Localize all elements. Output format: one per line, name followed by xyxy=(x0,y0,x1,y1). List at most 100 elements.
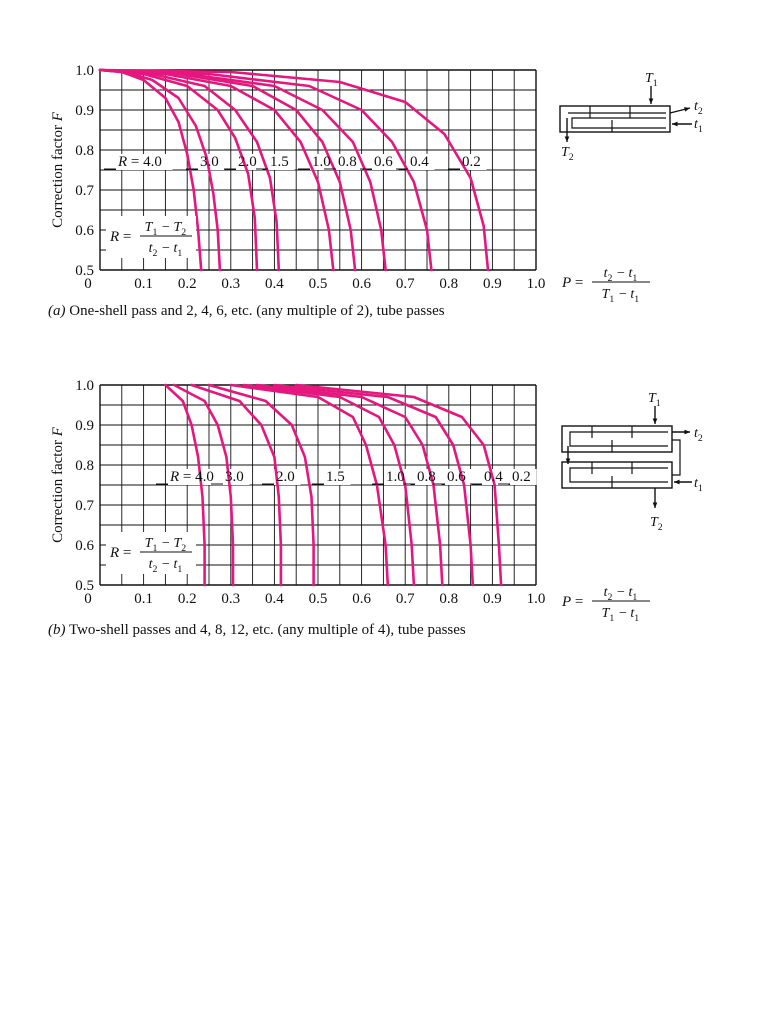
series-label: 0.6 xyxy=(374,154,393,170)
series-label-bg xyxy=(336,154,363,170)
tube-path xyxy=(569,431,681,483)
caption-a-label: (a) xyxy=(48,303,66,319)
series-label-bg xyxy=(482,469,509,485)
series-label-bg xyxy=(510,469,537,485)
x-tick-label: 0.1 xyxy=(134,276,153,292)
x-tick-label: 0.9 xyxy=(483,591,502,607)
x-tick-label: 0.5 xyxy=(309,276,328,292)
y-tick-label: 0.7 xyxy=(75,498,94,514)
r-formula-num: T1 − T2 xyxy=(145,536,188,554)
series-label-bg xyxy=(445,469,472,485)
y-tick-label: 0.8 xyxy=(75,458,94,474)
series-label: 1.0 xyxy=(386,469,405,485)
y-tick-label: 1.0 xyxy=(75,63,94,79)
p-formula-lhs: P = xyxy=(561,275,583,291)
series-curve xyxy=(98,68,433,272)
chart-b: 0.5 0.6 0.7 0.8 0.9 1.0 0 0.1 0.2 0.3 0.4 0.5 0.6 0.7… xyxy=(50,378,650,624)
T1-inlet-arrow xyxy=(652,406,658,424)
x-tick-label: 0.2 xyxy=(178,591,197,607)
x-tick-label: 0.5 xyxy=(309,591,328,607)
p-formula: P = t2 − t1 T1 − t1 xyxy=(561,266,650,305)
caption-b: (b) Two-shell passes and 4, 8, 12, etc. … xyxy=(48,622,466,639)
x-tick-label: 0.3 xyxy=(221,276,240,292)
series-label-bg xyxy=(372,154,399,170)
series-label: 3.0 xyxy=(225,469,244,485)
label-t2: t2 xyxy=(694,99,704,117)
p-formula-lhs: P = xyxy=(561,594,583,610)
y-tick-label: 1.0 xyxy=(75,378,94,394)
series-label-bg xyxy=(460,154,487,170)
x-tick-label: 0 xyxy=(84,591,92,607)
series-curve xyxy=(172,383,235,587)
shell-outline-upper xyxy=(561,425,673,453)
exchanger-diagram-a: T1 T2 t2 t1 xyxy=(559,71,704,163)
x-tick-label: 1.0 xyxy=(527,591,546,607)
series-label-bg xyxy=(168,469,225,485)
label-T2: T2 xyxy=(561,145,575,163)
shell-outline xyxy=(559,105,671,133)
series-curve xyxy=(273,383,475,587)
series-label: 0.2 xyxy=(512,469,531,485)
p-formula-den: T1 − t1 xyxy=(602,606,641,624)
series-label-bg xyxy=(324,469,351,485)
r-formula-den: t2 − t1 xyxy=(149,557,184,575)
series-label: R = 4.0 xyxy=(117,154,162,170)
series-label: 0.8 xyxy=(417,469,436,485)
series-label-bg xyxy=(198,154,225,170)
series-curve xyxy=(294,383,503,587)
series-label-bg xyxy=(408,154,435,170)
x-tick-label: 0.9 xyxy=(483,276,502,292)
label-T1: T1 xyxy=(645,71,659,89)
label-t1: t1 xyxy=(694,117,704,135)
p-formula-num: t2 − t1 xyxy=(604,585,639,603)
r-formula-num: T1 − T2 xyxy=(145,220,188,238)
r-formula-bg xyxy=(106,216,196,258)
y-axis-title: Correction factor F xyxy=(50,426,66,543)
t2-outlet-arrow xyxy=(669,107,691,114)
y-tick-label: 0.6 xyxy=(75,223,94,239)
y-tick-label: 0.9 xyxy=(75,103,94,119)
series-curve xyxy=(98,68,259,272)
r-formula-bg xyxy=(106,532,196,574)
series-curve xyxy=(207,383,315,587)
x-tick-label: 0.1 xyxy=(134,591,153,607)
exchanger-diagram-b: T1 T2 t2 t1 xyxy=(561,391,704,533)
x-tick-label: 0.8 xyxy=(439,276,458,292)
series-curve xyxy=(255,383,444,587)
series-curve xyxy=(229,383,390,587)
y-axis-title: Correction factor F xyxy=(50,111,66,228)
label-t2: t2 xyxy=(694,426,704,444)
x-tick-label: 0.2 xyxy=(178,276,197,292)
series-curve xyxy=(98,68,222,272)
series-curve xyxy=(98,68,387,272)
series-label: 0.2 xyxy=(462,154,481,170)
series-label: 0.4 xyxy=(410,154,429,170)
series-label: 0.8 xyxy=(338,154,357,170)
label-T2: T2 xyxy=(650,515,664,533)
x-tick-label: 0.8 xyxy=(439,591,458,607)
caption-a-text: One-shell pass and 2, 4, 6, etc. (any mu… xyxy=(69,303,445,319)
shell-outline-lower xyxy=(561,461,673,489)
series-label: 1.5 xyxy=(270,154,289,170)
r-formula-lhs: R = xyxy=(109,229,131,245)
y-tick-label: 0.6 xyxy=(75,538,94,554)
series-label-bg xyxy=(116,154,173,170)
t1-inlet-arrow xyxy=(672,121,692,127)
label-t1: t1 xyxy=(694,476,704,494)
x-tick-label: 0.4 xyxy=(265,276,284,292)
x-tick-label: 0.6 xyxy=(352,591,371,607)
series-curve xyxy=(98,68,490,272)
series-label: 2.0 xyxy=(238,154,257,170)
x-tick-label: 0.7 xyxy=(396,276,415,292)
y-tick-label: 0.5 xyxy=(75,578,94,594)
y-tick-label: 0.5 xyxy=(75,263,94,279)
series-curve xyxy=(98,68,203,272)
y-tick-label: 0.7 xyxy=(75,183,94,199)
series-label: 0.4 xyxy=(484,469,503,485)
series-curve xyxy=(164,383,206,587)
crossover-arrow xyxy=(565,446,571,464)
p-formula: P = t2 − t1 T1 − t1 xyxy=(561,585,650,624)
series-label-bg xyxy=(268,154,295,170)
series-label: 2.0 xyxy=(276,469,295,485)
